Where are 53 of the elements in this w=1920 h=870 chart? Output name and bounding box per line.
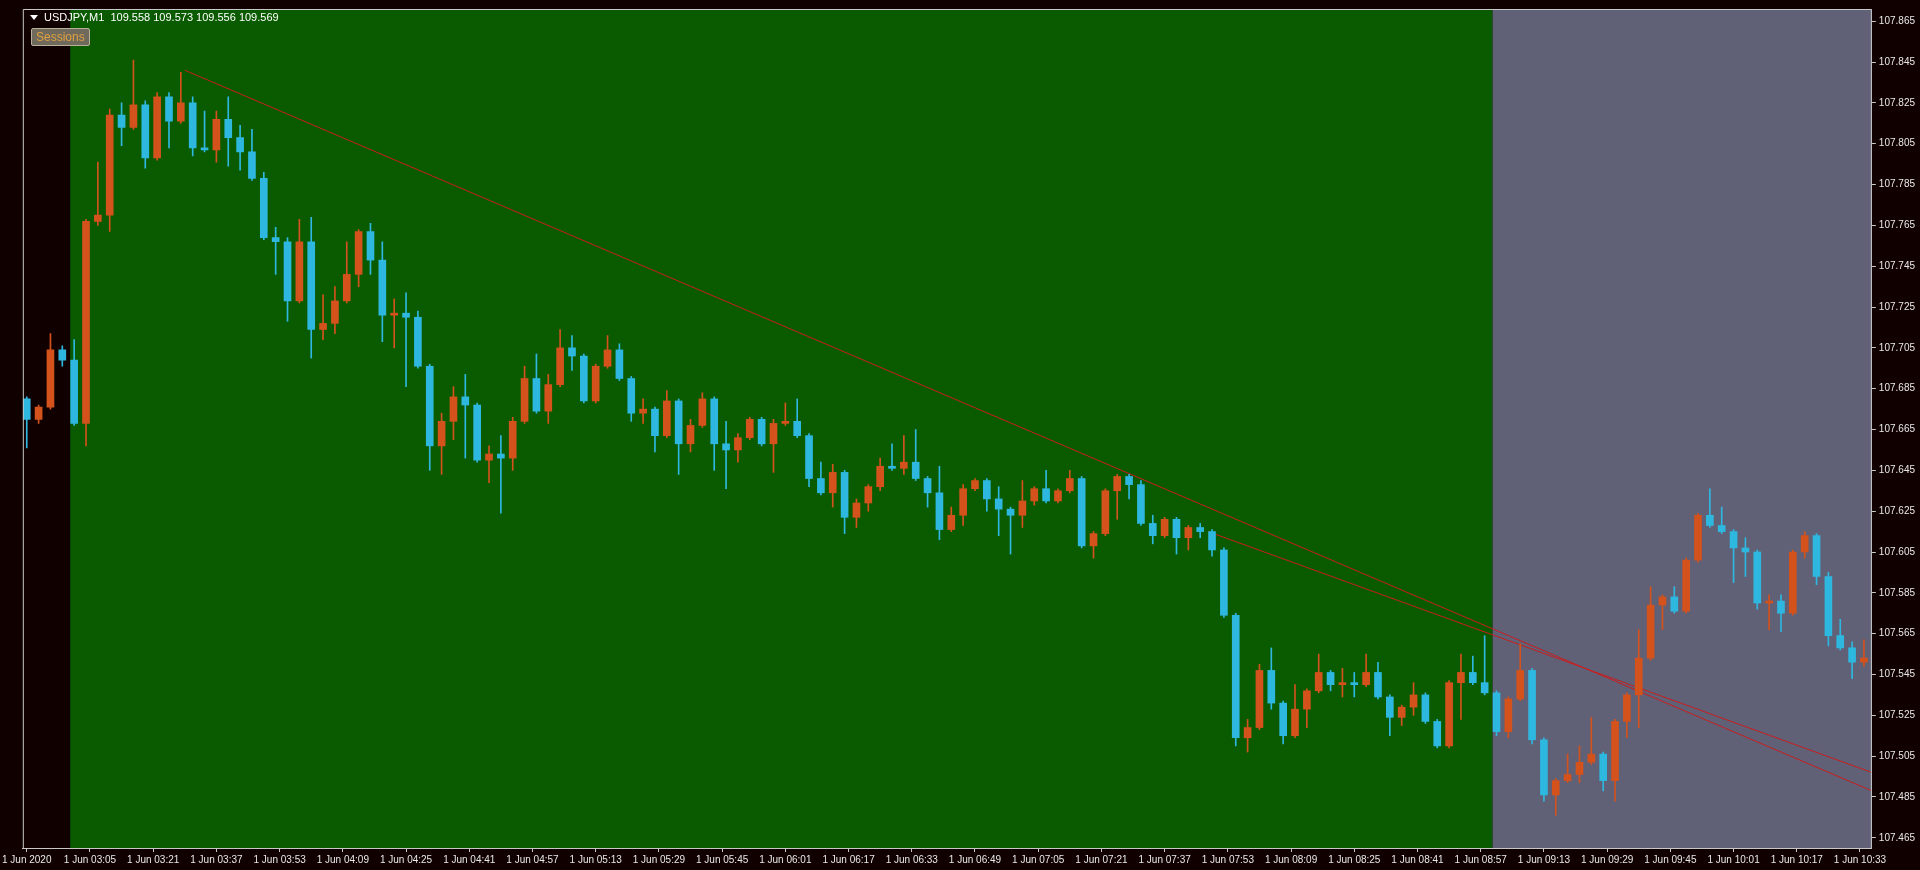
y-tick-label: 107.765	[1878, 219, 1916, 231]
x-tick-label: 1 Jun 10:01	[1707, 853, 1761, 865]
y-tick-label: 107.845	[1878, 55, 1916, 67]
x-tick-label: 1 Jun 06:33	[885, 853, 939, 865]
x-tick-label: 1 Jun 04:57	[506, 853, 560, 865]
y-tick-label: 107.505	[1878, 749, 1916, 761]
y-tick-label: 107.725	[1878, 300, 1916, 312]
y-tick-label: 107.685	[1878, 382, 1916, 394]
x-tick-label: 1 Jun 05:45	[695, 853, 749, 865]
x-tick-label: 1 Jun 2020	[2, 853, 52, 865]
x-tick-label: 1 Jun 10:17	[1770, 853, 1824, 865]
y-tick-label: 107.605	[1878, 545, 1916, 557]
y-tick-label: 107.825	[1878, 96, 1916, 108]
y-tick-label: 107.565	[1878, 627, 1916, 639]
x-tick-label: 1 Jun 03:21	[127, 853, 180, 865]
x-tick-label: 1 Jun 05:29	[632, 853, 686, 865]
x-tick-label: 1 Jun 08:57	[1454, 853, 1508, 865]
x-tick-label: 1 Jun 07:53	[1201, 853, 1255, 865]
x-tick-label: 1 Jun 06:49	[948, 853, 1002, 865]
x-tick-label: 1 Jun 03:37	[190, 853, 243, 865]
x-tick-label: 1 Jun 08:41	[1391, 853, 1445, 865]
x-tick-label: 1 Jun 03:05	[63, 853, 117, 865]
x-tick-label: 1 Jun 06:17	[822, 853, 876, 865]
y-tick-label: 107.485	[1878, 790, 1916, 802]
x-tick-label: 1 Jun 04:09	[316, 853, 370, 865]
x-tick-label: 1 Jun 07:05	[1012, 853, 1065, 865]
y-tick-label: 107.525	[1878, 709, 1916, 721]
x-tick-label: 1 Jun 10:33	[1833, 853, 1887, 865]
y-tick-label: 107.465	[1878, 831, 1916, 843]
x-tick-label: 1 Jun 09:29	[1581, 853, 1634, 865]
x-tick-label: 1 Jun 09:45	[1644, 853, 1697, 865]
chart-title: USDJPY,M1 109.558 109.573 109.556 109.569	[44, 11, 279, 24]
y-tick-label: 107.665	[1878, 423, 1916, 435]
x-tick-label: 1 Jun 09:13	[1517, 853, 1571, 865]
x-tick-label: 1 Jun 07:37	[1138, 853, 1192, 865]
x-tick-label: 1 Jun 05:13	[569, 853, 623, 865]
x-tick-label: 1 Jun 06:01	[759, 853, 812, 865]
y-tick-label: 107.705	[1878, 341, 1916, 353]
y-tick-label: 107.545	[1878, 668, 1916, 680]
y-tick-label: 107.625	[1878, 504, 1916, 516]
y-tick-label: 107.745	[1878, 259, 1916, 271]
y-tick-label: 107.645	[1878, 464, 1916, 476]
x-tick-label: 1 Jun 08:09	[1264, 853, 1318, 865]
y-tick-label: 107.865	[1878, 15, 1916, 26]
x-tick-label: 1 Jun 04:41	[443, 853, 496, 865]
x-tick-label: 1 Jun 03:53	[253, 853, 307, 865]
x-tick-label: 1 Jun 04:25	[379, 853, 433, 865]
x-tick-label: 1 Jun 08:25	[1328, 853, 1381, 865]
x-tick-label: 1 Jun 07:21	[1075, 853, 1128, 865]
annotation: Sessions	[31, 28, 90, 46]
y-tick-label: 107.805	[1878, 137, 1916, 149]
y-tick-label: 107.585	[1878, 586, 1916, 598]
y-tick-label: 107.785	[1878, 178, 1916, 190]
